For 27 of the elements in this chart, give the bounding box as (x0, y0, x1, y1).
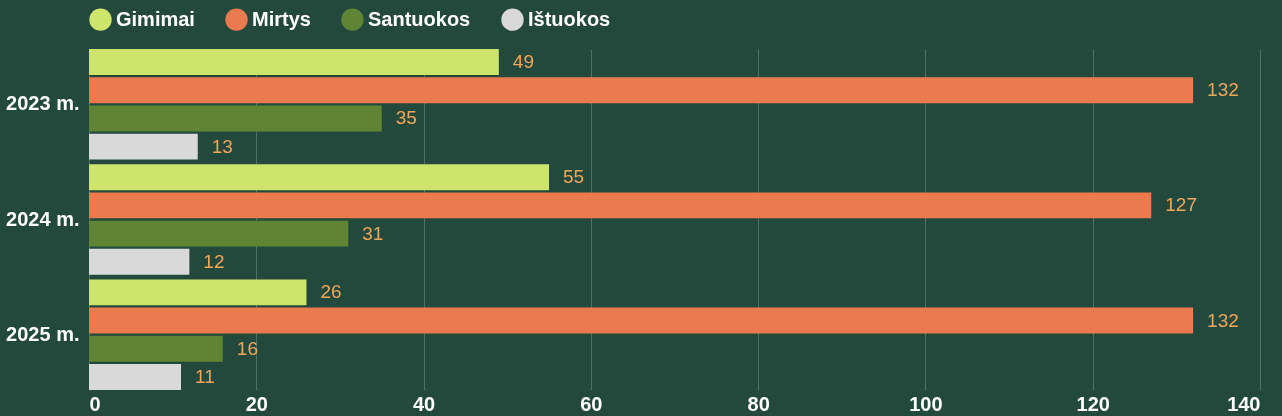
data-label: 26 (320, 281, 342, 303)
data-label: 13 (211, 135, 233, 157)
data-label: 132 (1207, 309, 1239, 331)
data-label: 49 (512, 50, 534, 72)
data-label: 12 (203, 250, 225, 272)
x-tick-label: 100 (909, 392, 943, 415)
data-label: 127 (1165, 194, 1197, 216)
y-tick-label: 2024 m. (6, 207, 80, 230)
x-tick-label: 60 (580, 392, 603, 415)
legend-label: Mirtys (252, 7, 311, 30)
x-tick-label: 80 (747, 392, 770, 415)
x-tick-label: 140 (1227, 392, 1261, 415)
y-tick-label: 2023 m. (6, 92, 80, 115)
x-tick-label: 120 (1076, 392, 1110, 415)
data-label: 31 (362, 222, 384, 244)
data-label: 132 (1207, 79, 1239, 101)
legend-label: Santuokos (368, 7, 471, 30)
data-label: 55 (563, 166, 585, 188)
legend-label: Gimimai (116, 7, 195, 30)
data-label: 35 (395, 107, 417, 129)
x-tick-label: 40 (412, 392, 436, 415)
data-label: 16 (236, 337, 258, 359)
y-tick-label: 2025 m. (6, 322, 80, 345)
x-tick-label: 0 (89, 392, 101, 415)
legend-label: Ištuokos (528, 7, 611, 30)
data-label: 11 (195, 366, 215, 388)
x-tick-label: 20 (245, 392, 268, 415)
